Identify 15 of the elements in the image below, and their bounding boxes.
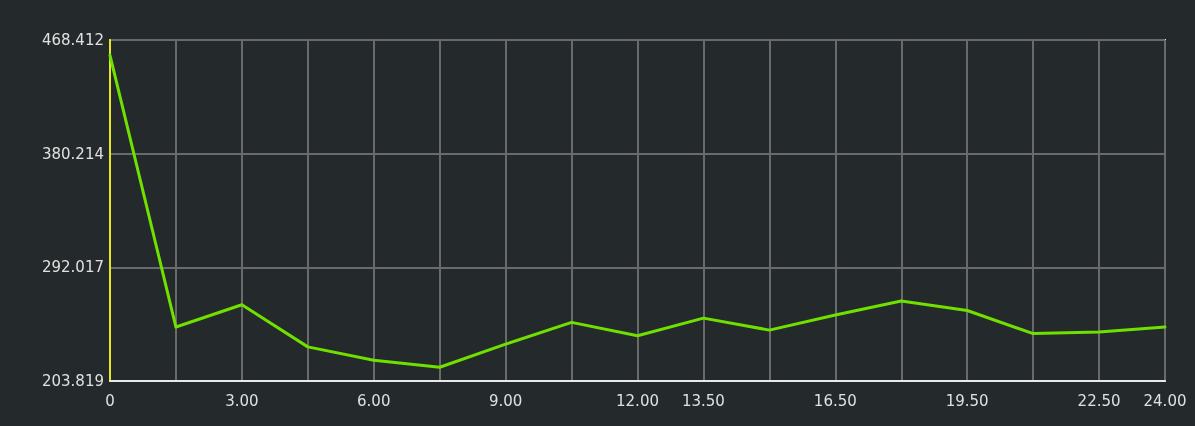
- y-tick-label: 203.819: [41, 372, 104, 390]
- y-tick-label: 292.017: [41, 258, 104, 277]
- x-tick-label: 24.00: [1143, 391, 1187, 410]
- x-tick-label: 22.50: [1077, 391, 1121, 410]
- x-tick-label: 16.50: [813, 391, 857, 410]
- x-tick-label: 13.50: [681, 391, 725, 410]
- x-tick-label: 9.00: [488, 391, 523, 410]
- x-tick-label: 3.00: [225, 391, 259, 410]
- y-tick-label: 468.412: [41, 31, 104, 49]
- x-tick-label: 12.00: [616, 391, 659, 410]
- line-series: [108, 53, 1167, 369]
- x-tick-label: 19.50: [945, 391, 989, 410]
- x-tick-label: 0: [105, 391, 115, 410]
- y-tick-label: 380.214: [41, 144, 104, 163]
- x-tick-label: 6.00: [357, 391, 391, 410]
